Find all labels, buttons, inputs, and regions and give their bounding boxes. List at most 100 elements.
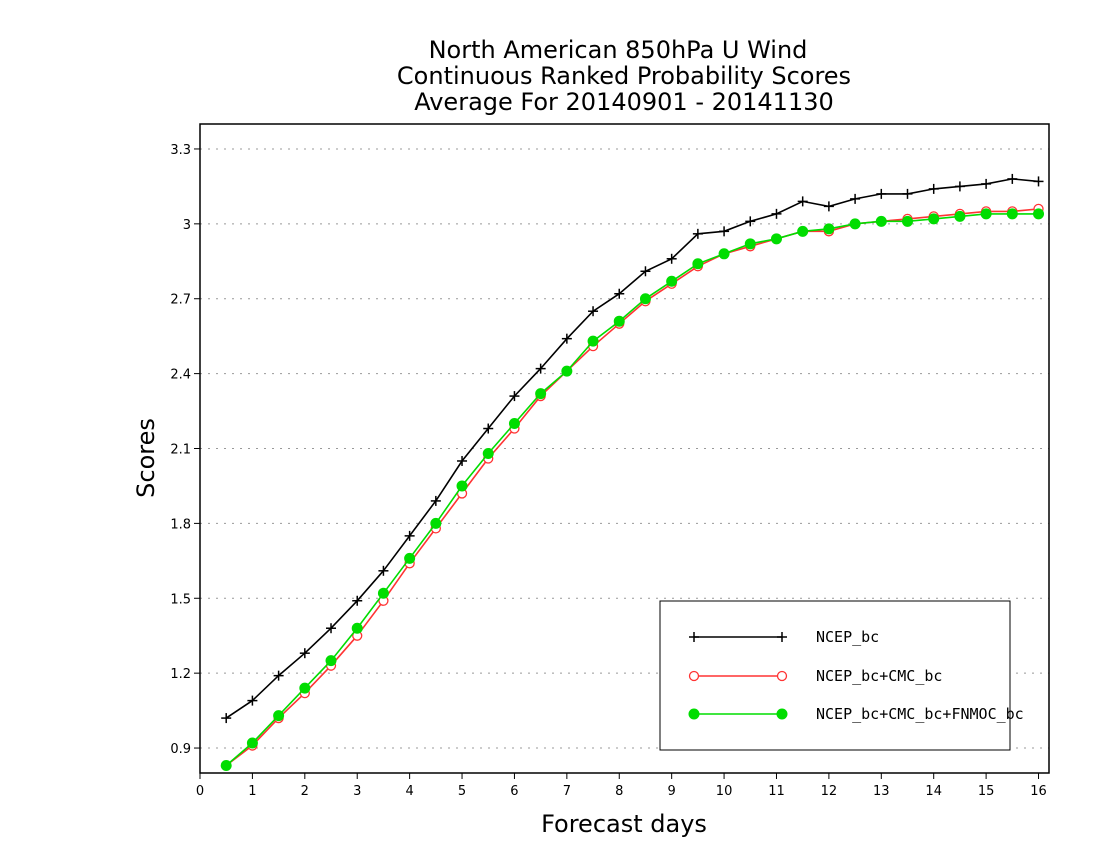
data-point (823, 201, 834, 212)
chart-title-line-3: Average For 20140901 - 20141130 (414, 88, 834, 116)
data-point (508, 418, 520, 430)
data-point (849, 218, 861, 230)
y-tick-label: 2.1 (170, 443, 191, 458)
data-point (928, 213, 940, 225)
x-tick-label: 15 (978, 784, 995, 799)
data-point (797, 196, 808, 207)
data-point (273, 710, 285, 722)
x-tick-label: 12 (821, 784, 838, 799)
legend-label: NCEP_bc+CMC_bc+FNMOC_bc (816, 705, 1024, 723)
data-point (719, 226, 730, 237)
data-point (640, 266, 651, 277)
data-point (718, 248, 730, 260)
data-point (273, 670, 284, 681)
data-point (823, 223, 835, 235)
data-point (954, 210, 966, 222)
data-point (771, 208, 782, 219)
gridlines (200, 148, 1049, 749)
data-point (876, 188, 887, 199)
y-tick-label: 3 (183, 218, 191, 233)
data-point (535, 388, 547, 400)
data-point (561, 365, 573, 377)
data-point (430, 495, 441, 506)
data-point (377, 587, 389, 599)
data-point (561, 333, 572, 344)
data-point (299, 648, 310, 659)
y-tick-label: 2.4 (170, 368, 191, 383)
chart-title-line-2: Continuous Ranked Probability Scores (397, 62, 851, 90)
x-axis: 0 1 2 3 4 5 6 7 8 9 10 11 12 13 14 15 16 (196, 773, 1047, 799)
chart-title: North American 850hPa U Wind Continuous … (397, 36, 851, 116)
data-point (614, 288, 625, 299)
data-point (797, 225, 809, 237)
data-point (588, 306, 599, 317)
data-point (220, 760, 232, 772)
data-point (688, 708, 700, 720)
data-point (689, 632, 699, 642)
x-tick-label: 14 (925, 784, 942, 799)
data-point (299, 682, 311, 694)
data-point (326, 623, 337, 634)
data-point (692, 228, 703, 239)
data-point (430, 517, 442, 529)
x-tick-label: 0 (196, 784, 204, 799)
data-point (902, 215, 913, 227)
data-point (776, 708, 788, 720)
data-point (456, 480, 468, 492)
y-tick-label: 1.8 (170, 517, 191, 532)
legend-label: NCEP_bc (816, 628, 879, 646)
data-point (1006, 208, 1018, 220)
legend: NCEP_bc NCEP_bc+CMC_bc NCEP_bc+CMC_bc+FNMO… (659, 600, 1024, 751)
data-point (613, 315, 625, 327)
legend-entry: NCEP_bc (689, 628, 879, 646)
x-tick-label: 16 (1030, 784, 1047, 799)
x-tick-label: 9 (668, 784, 676, 799)
x-tick-label: 11 (768, 784, 785, 799)
y-tick-label: 2.7 (170, 293, 191, 308)
data-point (509, 391, 520, 402)
x-tick-label: 2 (301, 784, 309, 799)
x-tick-label: 3 (353, 784, 361, 799)
y-tick-label: 0.9 (170, 742, 191, 757)
data-point (875, 215, 887, 227)
data-point (666, 253, 677, 264)
y-axis-label: Scores (132, 418, 160, 498)
series-circle-filled (220, 208, 1045, 772)
data-point (981, 178, 992, 189)
data-point (770, 233, 782, 245)
chart-title-line-1: North American 850hPa U Wind (429, 36, 808, 64)
y-tick-label: 1.2 (170, 667, 191, 682)
y-tick-label: 1.5 (170, 592, 191, 607)
series-lines (220, 173, 1045, 772)
data-point (404, 530, 415, 541)
data-point (483, 423, 494, 434)
data-point (928, 183, 939, 194)
legend-entry: NCEP_bc+CMC_bc+FNMOC_bc (688, 705, 1024, 723)
data-point (666, 275, 678, 287)
data-point (221, 713, 232, 724)
data-point (351, 622, 363, 634)
data-point (744, 238, 756, 250)
x-tick-label: 4 (405, 784, 413, 799)
series-plus (221, 173, 1044, 724)
data-point (378, 565, 389, 576)
data-point (246, 737, 258, 749)
data-point (1007, 173, 1018, 184)
y-axis: 0.9 1.2 1.5 1.8 2.1 2.4 2.7 3 3.3 (170, 143, 200, 757)
data-point (776, 670, 788, 682)
data-point (639, 293, 651, 305)
data-point (1033, 208, 1045, 220)
data-point (850, 193, 861, 204)
data-point (325, 655, 337, 667)
data-point (352, 595, 363, 606)
x-tick-label: 6 (510, 784, 518, 799)
data-point (247, 695, 258, 706)
data-point (777, 632, 787, 642)
data-point (954, 181, 965, 192)
data-point (482, 447, 494, 459)
x-tick-label: 1 (248, 784, 256, 799)
data-point (587, 335, 599, 347)
data-point (980, 208, 992, 220)
legend-entry: NCEP_bc+CMC_bc (688, 667, 942, 685)
x-tick-label: 10 (716, 784, 733, 799)
